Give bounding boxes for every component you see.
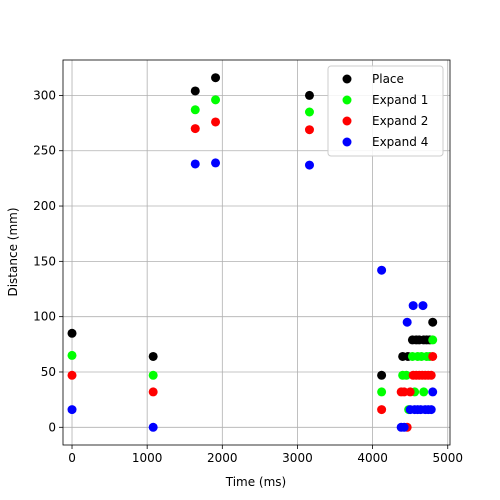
data-point-expand-4 — [402, 317, 412, 327]
data-point-place — [211, 73, 221, 83]
legend-label-expand-2: Expand 2 — [372, 114, 428, 128]
data-point-expand-4 — [426, 405, 436, 415]
data-point-place — [190, 86, 200, 96]
data-point-expand-2 — [428, 351, 438, 361]
plot-frame — [62, 59, 451, 446]
data-point-expand-1 — [401, 370, 411, 380]
data-point-expand-4 — [304, 160, 314, 170]
data-point-expand-1 — [428, 335, 438, 345]
legend-box — [327, 65, 444, 157]
x-axis-label: Time (ms) — [225, 475, 287, 489]
data-point-expand-2 — [148, 387, 158, 397]
y-axis-label: Distance (mm) — [6, 207, 20, 296]
data-point-expand-1 — [190, 105, 200, 115]
data-point-expand-4 — [408, 301, 418, 311]
data-point-expand-4 — [399, 422, 409, 432]
data-point-expand-4 — [190, 159, 200, 169]
y-tick-label: 250 — [33, 144, 56, 158]
data-point-expand-1 — [304, 107, 314, 117]
x-tick-label: 0 — [68, 451, 76, 465]
legend-label-place: Place — [372, 72, 404, 86]
data-point-expand-4 — [67, 405, 77, 415]
data-point-expand-2 — [405, 387, 415, 397]
series-expand-4 — [67, 158, 438, 432]
data-point-expand-4 — [418, 301, 428, 311]
data-point-place — [304, 90, 314, 100]
y-tick-label: 300 — [33, 88, 56, 102]
data-point-expand-4 — [377, 265, 387, 275]
y-tick-label: 0 — [48, 420, 56, 434]
data-point-place — [428, 317, 438, 327]
axis-ticks: 0 1000 2000 3000 4000 5000 0 50 100 150 200 250 300 — [33, 88, 463, 465]
data-point-expand-4 — [148, 422, 158, 432]
data-point-expand-2 — [377, 405, 387, 415]
data-point-expand-1 — [377, 387, 387, 397]
legend-label-expand-1: Expand 1 — [372, 93, 428, 107]
x-tick-label: 2000 — [207, 451, 238, 465]
data-point-expand-4 — [211, 158, 221, 168]
data-point-expand-2 — [67, 370, 77, 380]
legend-marker-expand-1 — [342, 95, 352, 105]
data-point-expand-2 — [190, 124, 200, 134]
legend-marker-expand-4 — [342, 137, 352, 147]
data-points — [67, 73, 438, 432]
legend-label-expand-4: Expand 4 — [372, 135, 428, 149]
data-point-place — [148, 351, 158, 361]
data-point-expand-1 — [67, 350, 77, 360]
legend-marker-expand-2 — [342, 116, 352, 126]
y-tick-label: 100 — [33, 310, 56, 324]
data-point-expand-2 — [426, 370, 436, 380]
data-point-place — [67, 328, 77, 338]
series-expand-2 — [67, 117, 438, 432]
x-tick-label: 1000 — [132, 451, 163, 465]
data-point-expand-1 — [211, 95, 221, 105]
y-tick-label: 200 — [33, 199, 56, 213]
legend-marker-place — [342, 74, 352, 84]
x-tick-label: 4000 — [357, 451, 388, 465]
y-tick-label: 150 — [33, 254, 56, 268]
x-tick-label: 3000 — [282, 451, 313, 465]
x-tick-label: 5000 — [432, 451, 463, 465]
y-tick-label: 50 — [41, 365, 56, 379]
data-point-expand-4 — [428, 387, 438, 397]
data-point-expand-2 — [211, 117, 221, 127]
data-point-expand-2 — [304, 125, 314, 135]
data-point-expand-1 — [419, 387, 429, 397]
legend: Place Expand 1 Expand 2 Expand 4 — [327, 65, 444, 157]
data-point-place — [377, 370, 387, 380]
data-point-expand-1 — [148, 370, 158, 380]
